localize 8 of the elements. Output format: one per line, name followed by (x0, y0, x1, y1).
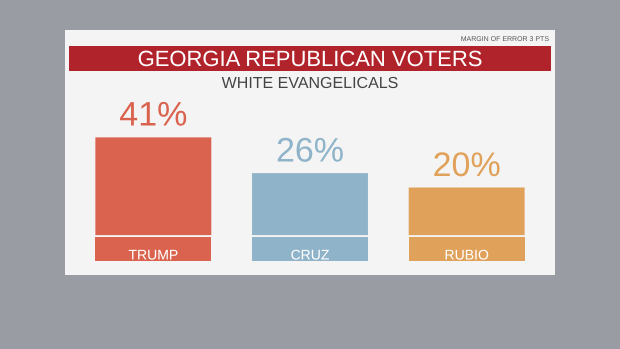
data-label: 41% (119, 96, 188, 134)
data-label: 20% (432, 146, 501, 184)
chart-title: GEORGIA REPUBLICAN VOTERS (69, 46, 551, 71)
x-tick-label: CRUZ (290, 246, 330, 262)
x-tick-label: RUBIO (444, 246, 489, 262)
x-tick-label: TRUMP (128, 246, 178, 262)
data-label: 26% (276, 132, 344, 170)
chart-subtitle: WHITE EVANGELICALS (220, 75, 400, 93)
